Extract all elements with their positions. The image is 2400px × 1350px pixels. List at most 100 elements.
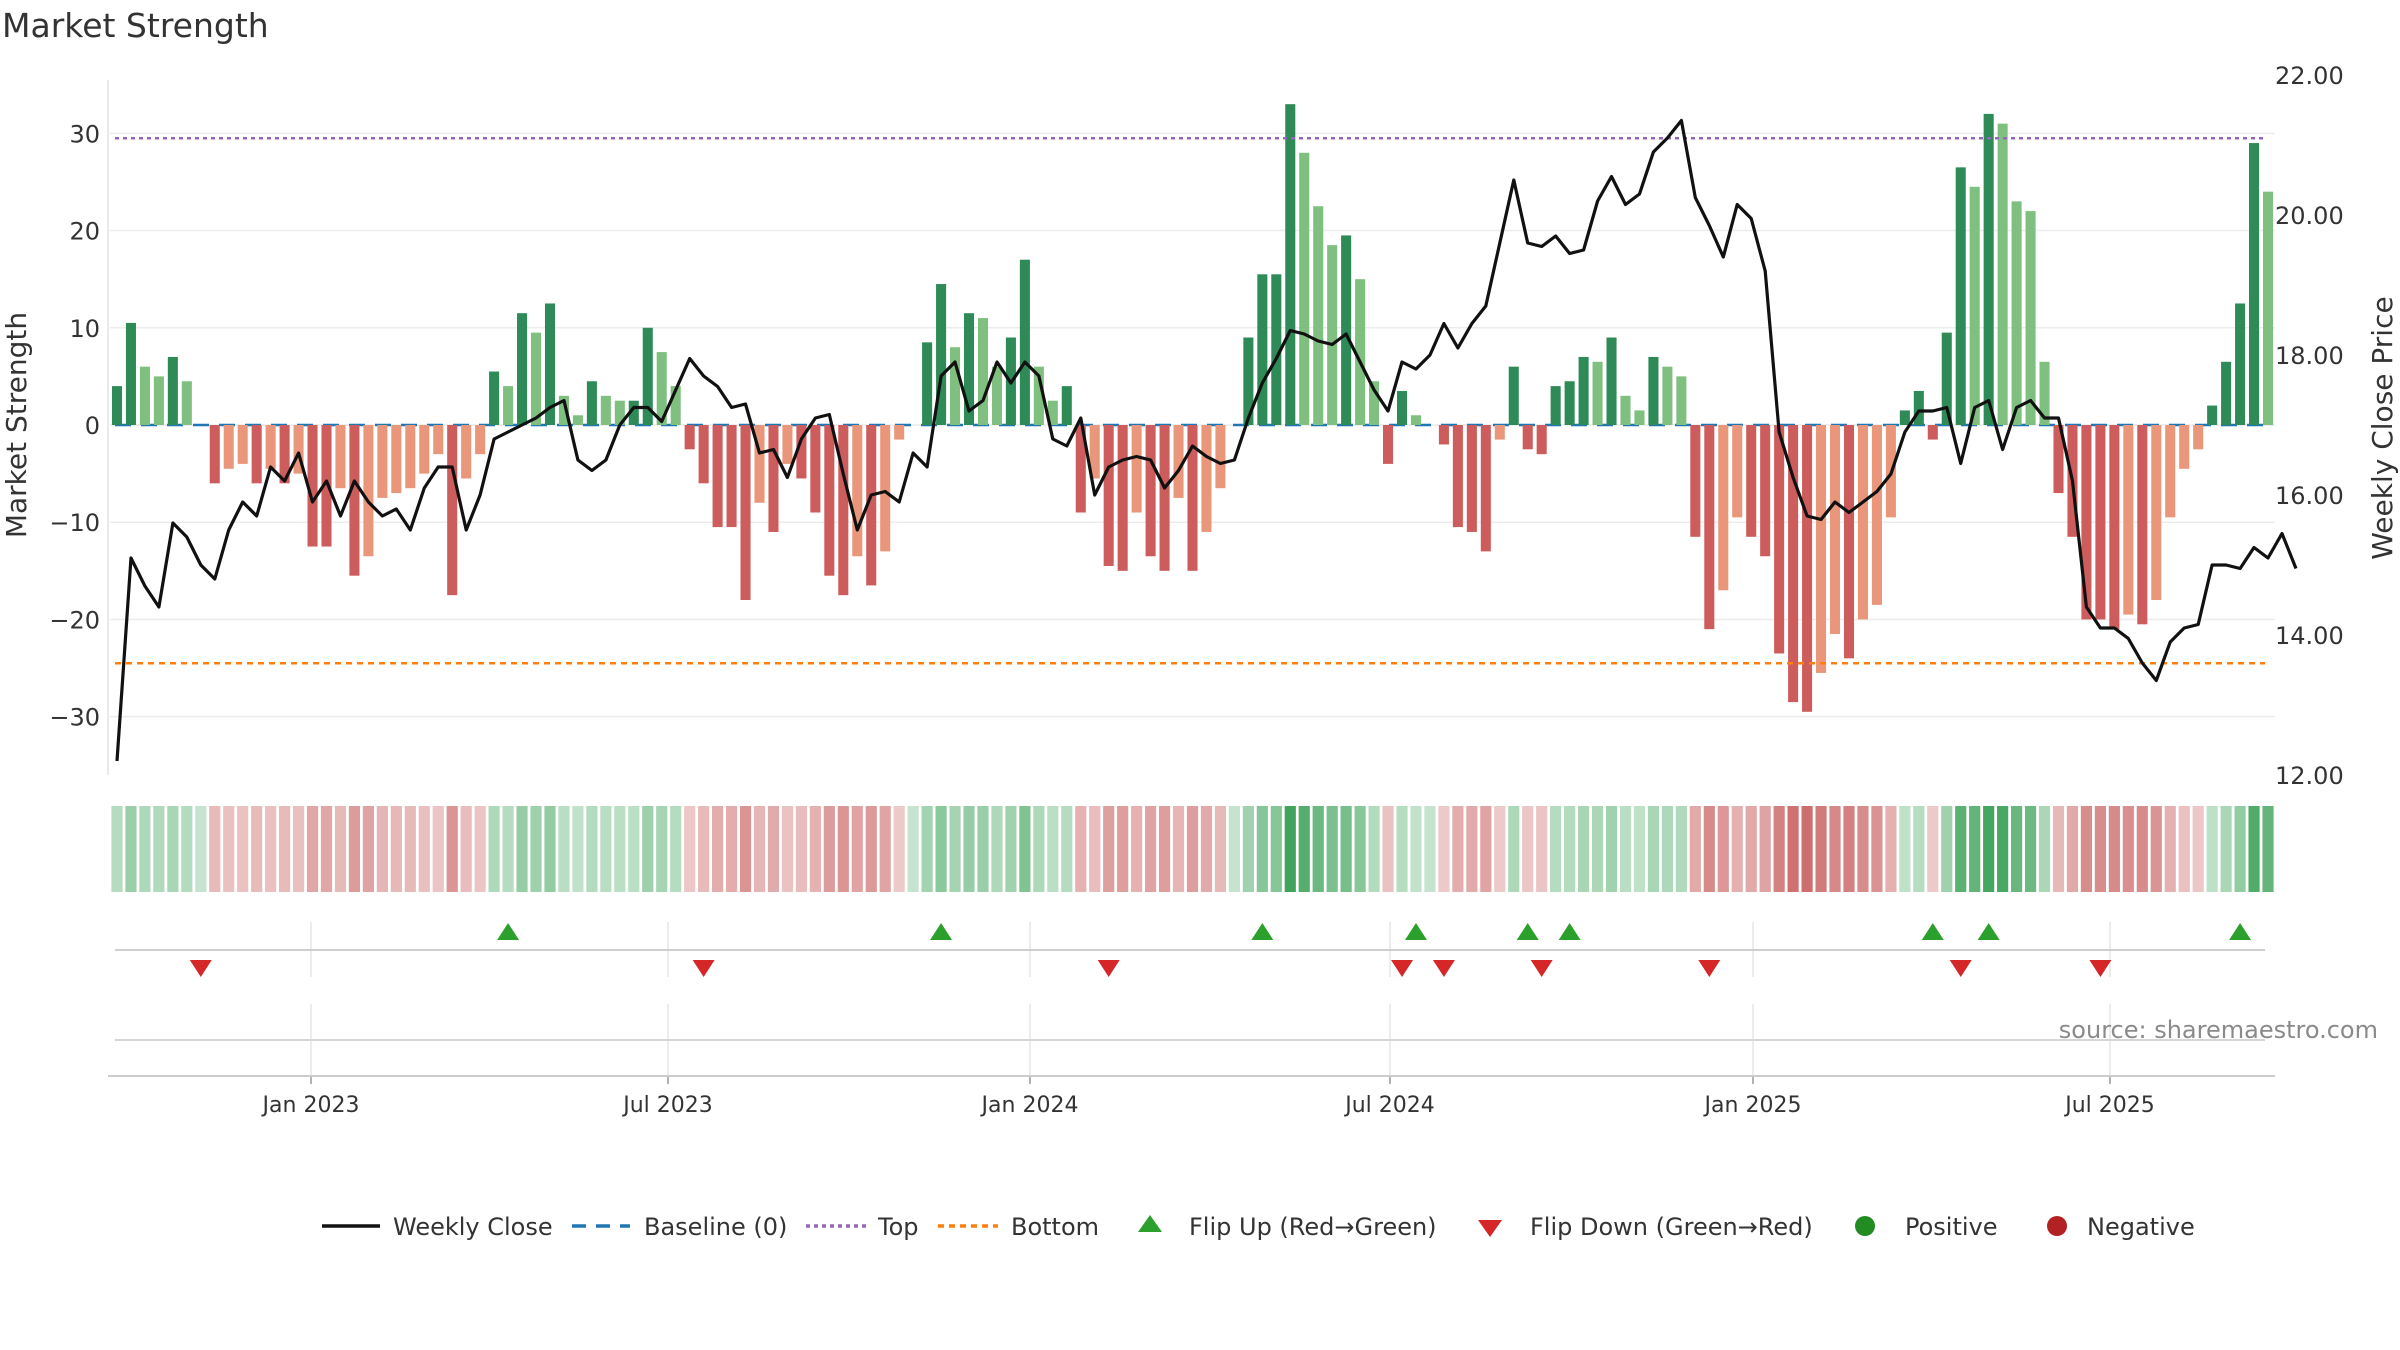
y-tick-label: 10 (69, 315, 100, 343)
strength-bar (1201, 425, 1212, 532)
weekly-close-line (115, 118, 2298, 762)
heat-cell (1773, 806, 1785, 892)
heat-cell (1731, 806, 1743, 892)
y2-axis-title: Weekly Close Price (2366, 296, 2399, 559)
heat-cell (1089, 806, 1101, 892)
strength-bar (1941, 332, 1952, 425)
heat-cell (2024, 806, 2037, 892)
strength-bar (1438, 425, 1449, 445)
heat-cell (1340, 806, 1352, 892)
strength-bar (572, 415, 583, 425)
strength-bar (642, 327, 653, 425)
heat-cell (725, 806, 738, 892)
heat-cell (390, 806, 402, 892)
strength-bar (419, 425, 430, 474)
legend-swatch-dot (1855, 1216, 1875, 1236)
heat-cell (460, 806, 472, 892)
strength-bar (503, 386, 514, 425)
heat-cell (795, 806, 807, 892)
heat-cell (362, 806, 374, 892)
y-tick-label: 30 (69, 120, 100, 148)
strength-bar (2095, 425, 2106, 620)
heat-cell (1745, 806, 1757, 892)
source-credit: source: sharemaestro.com (2058, 1016, 2378, 1044)
strength-bar (391, 425, 402, 494)
strength-bar (1899, 410, 1910, 425)
flip-up-marker (1921, 923, 1944, 940)
strength-bar (475, 425, 486, 455)
heat-cell (1578, 806, 1590, 892)
heat-cell (823, 806, 835, 892)
strength-heat-strip (111, 806, 2274, 892)
heat-cell (1228, 806, 1240, 892)
strength-bar (335, 425, 346, 489)
strength-bar (712, 425, 723, 528)
strength-bar (1215, 425, 1226, 489)
flip-down-marker (189, 960, 212, 977)
strength-bar (1983, 113, 1994, 425)
heat-cell (1508, 806, 1520, 892)
strength-bar (1452, 425, 1463, 528)
x-tick-label: Jan 2025 (1703, 1093, 1802, 1118)
strength-bar (2039, 361, 2050, 425)
y-tick-label: −10 (49, 509, 100, 537)
strength-bar (1997, 123, 2008, 425)
heat-cell (614, 806, 626, 892)
heat-cell (1997, 806, 2009, 892)
heat-cell (963, 806, 975, 892)
strength-bar (293, 425, 304, 474)
strength-bar (1145, 425, 1156, 557)
heat-cell (1466, 806, 1478, 892)
heat-cell (488, 806, 500, 892)
heat-cell (2066, 806, 2079, 892)
flip-down-marker (1432, 960, 1455, 977)
strength-bar (2207, 405, 2218, 425)
legend-label: Positive (1905, 1213, 1998, 1241)
strength-bar (558, 395, 569, 425)
flip-down-marker (1097, 960, 1120, 977)
strength-bar (2249, 143, 2260, 426)
heat-cell (1256, 806, 1268, 892)
strength-bar (279, 425, 290, 484)
strength-bar (433, 425, 444, 455)
y-axis-title: Market Strength (0, 312, 33, 538)
heat-cell (2192, 806, 2204, 892)
legend-label: Baseline (0) (644, 1213, 787, 1241)
strength-bar (489, 371, 500, 425)
flip-down-marker (1949, 960, 1972, 977)
heat-cell (195, 806, 207, 892)
strength-bar (447, 425, 458, 596)
x-tick-label: Jul 2024 (1343, 1093, 1435, 1118)
heat-cell (320, 806, 333, 892)
strength-bar (866, 425, 877, 586)
y-tick-label: −30 (49, 704, 100, 732)
strength-bar (1131, 425, 1142, 513)
heat-cell (1242, 806, 1254, 892)
strength-bar (880, 425, 891, 552)
heat-cell (1326, 806, 1338, 892)
heat-cell (1717, 806, 1729, 892)
heat-cell (628, 806, 640, 892)
heat-cell (167, 806, 179, 892)
strength-bar (2165, 425, 2176, 518)
strength-bar (1089, 425, 1100, 479)
heat-cell (698, 806, 710, 892)
strength-bar (1634, 410, 1645, 425)
heat-cell (1857, 806, 1869, 892)
heat-cell (1117, 806, 1129, 892)
heat-cell (1438, 806, 1450, 892)
strength-bar (796, 425, 807, 479)
strength-bar (1271, 274, 1282, 425)
strength-bar (1746, 425, 1757, 537)
heat-cell (292, 806, 305, 892)
heat-cell (865, 806, 877, 892)
heat-cell (2164, 806, 2176, 892)
strength-bar (2053, 425, 2064, 494)
strength-bar (1676, 376, 1687, 425)
heat-cell (1270, 806, 1282, 892)
strength-bar (2235, 303, 2246, 425)
strength-bar (1564, 381, 1575, 425)
strength-bar (1047, 400, 1058, 425)
y-tick-label: 0 (85, 412, 100, 440)
strength-bar (1508, 366, 1519, 425)
